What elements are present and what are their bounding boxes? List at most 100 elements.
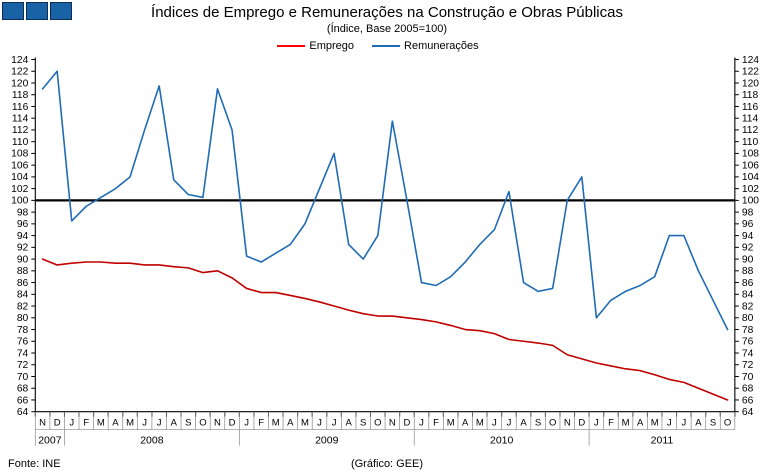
svg-text:82: 82 xyxy=(742,301,754,312)
svg-text:2011: 2011 xyxy=(651,435,674,447)
svg-text:84: 84 xyxy=(17,290,29,301)
svg-text:64: 64 xyxy=(17,407,29,418)
svg-text:M: M xyxy=(476,418,484,429)
svg-text:102: 102 xyxy=(11,184,28,195)
svg-text:112: 112 xyxy=(742,125,759,136)
svg-text:F: F xyxy=(258,418,264,429)
svg-text:82: 82 xyxy=(17,301,29,312)
svg-text:A: A xyxy=(345,418,352,429)
svg-text:98: 98 xyxy=(17,207,29,218)
svg-text:D: D xyxy=(54,418,61,429)
svg-text:2009: 2009 xyxy=(315,435,339,447)
svg-text:70: 70 xyxy=(17,372,29,383)
svg-text:124: 124 xyxy=(742,55,759,66)
svg-text:72: 72 xyxy=(17,360,29,371)
svg-text:J: J xyxy=(419,418,424,429)
svg-text:F: F xyxy=(608,418,614,429)
svg-text:N: N xyxy=(564,418,571,429)
svg-text:J: J xyxy=(667,418,672,429)
svg-text:116: 116 xyxy=(12,102,29,113)
svg-text:98: 98 xyxy=(742,207,754,218)
svg-text:J: J xyxy=(681,418,686,429)
svg-text:104: 104 xyxy=(11,172,28,183)
svg-text:J: J xyxy=(157,418,162,429)
svg-text:A: A xyxy=(637,418,644,429)
svg-text:120: 120 xyxy=(742,78,759,89)
svg-text:112: 112 xyxy=(12,125,29,136)
svg-text:74: 74 xyxy=(742,348,754,359)
svg-text:122: 122 xyxy=(11,67,28,78)
svg-text:100: 100 xyxy=(742,196,759,207)
svg-text:90: 90 xyxy=(17,254,29,265)
svg-text:108: 108 xyxy=(742,149,759,160)
svg-text:O: O xyxy=(724,418,731,429)
svg-text:102: 102 xyxy=(742,184,759,195)
svg-text:N: N xyxy=(389,418,396,429)
svg-text:78: 78 xyxy=(17,325,29,336)
svg-text:M: M xyxy=(272,418,280,429)
svg-text:J: J xyxy=(332,418,337,429)
svg-text:116: 116 xyxy=(742,102,759,113)
svg-text:2008: 2008 xyxy=(140,435,164,447)
svg-text:114: 114 xyxy=(742,114,759,125)
svg-text:84: 84 xyxy=(742,290,754,301)
svg-text:2007: 2007 xyxy=(38,435,62,447)
svg-text:86: 86 xyxy=(742,278,754,289)
svg-text:66: 66 xyxy=(742,395,754,406)
svg-text:124: 124 xyxy=(11,55,28,66)
svg-text:J: J xyxy=(244,418,249,429)
svg-text:96: 96 xyxy=(742,219,754,230)
svg-text:D: D xyxy=(578,418,585,429)
svg-text:M: M xyxy=(622,418,630,429)
svg-text:114: 114 xyxy=(12,114,29,125)
svg-text:76: 76 xyxy=(17,337,29,348)
svg-text:94: 94 xyxy=(17,231,29,242)
svg-text:S: S xyxy=(360,418,366,429)
svg-text:J: J xyxy=(492,418,497,429)
svg-text:90: 90 xyxy=(742,254,754,265)
svg-text:D: D xyxy=(229,418,236,429)
svg-text:O: O xyxy=(374,418,381,429)
svg-text:94: 94 xyxy=(742,231,754,242)
svg-text:A: A xyxy=(695,418,702,429)
svg-text:88: 88 xyxy=(17,266,29,277)
svg-text:68: 68 xyxy=(742,384,754,395)
svg-text:A: A xyxy=(287,418,294,429)
svg-text:88: 88 xyxy=(742,266,754,277)
svg-text:108: 108 xyxy=(11,149,28,160)
svg-text:68: 68 xyxy=(17,384,29,395)
svg-text:F: F xyxy=(83,418,89,429)
svg-text:110: 110 xyxy=(742,137,759,148)
svg-text:M: M xyxy=(301,418,309,429)
svg-text:76: 76 xyxy=(742,337,754,348)
svg-text:J: J xyxy=(69,418,74,429)
svg-text:D: D xyxy=(404,418,411,429)
svg-text:2010: 2010 xyxy=(490,435,514,447)
svg-text:M: M xyxy=(447,418,455,429)
svg-text:A: A xyxy=(462,418,469,429)
svg-text:J: J xyxy=(142,418,147,429)
svg-text:N: N xyxy=(39,418,46,429)
svg-text:118: 118 xyxy=(742,90,759,101)
svg-text:M: M xyxy=(126,418,134,429)
svg-text:J: J xyxy=(507,418,512,429)
svg-text:122: 122 xyxy=(742,67,759,78)
svg-text:74: 74 xyxy=(17,348,29,359)
svg-text:120: 120 xyxy=(11,78,28,89)
svg-text:80: 80 xyxy=(742,313,754,324)
svg-text:O: O xyxy=(549,418,556,429)
svg-text:110: 110 xyxy=(12,137,29,148)
svg-text:100: 100 xyxy=(11,196,28,207)
svg-text:80: 80 xyxy=(17,313,29,324)
svg-text:A: A xyxy=(171,418,178,429)
svg-text:S: S xyxy=(535,418,541,429)
svg-text:64: 64 xyxy=(742,407,754,418)
svg-text:J: J xyxy=(594,418,599,429)
svg-text:A: A xyxy=(112,418,119,429)
svg-text:92: 92 xyxy=(17,243,29,254)
svg-text:118: 118 xyxy=(12,90,29,101)
svg-text:86: 86 xyxy=(17,278,29,289)
svg-text:F: F xyxy=(433,418,439,429)
svg-text:78: 78 xyxy=(742,325,754,336)
svg-text:O: O xyxy=(199,418,206,429)
